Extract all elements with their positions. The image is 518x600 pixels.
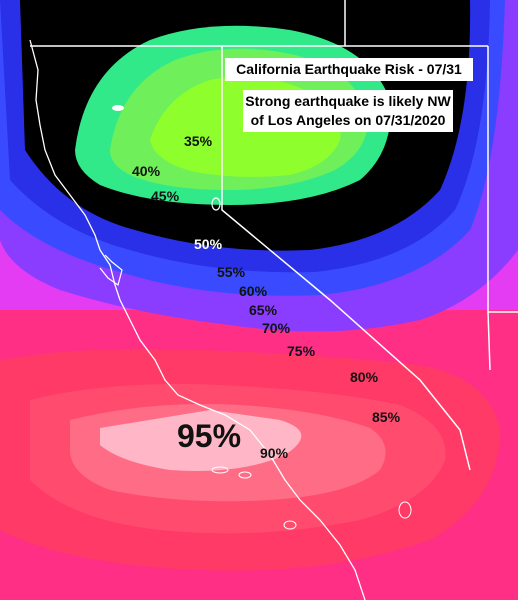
contour-label-50: 50%: [194, 236, 223, 252]
island-2: [238, 471, 252, 479]
contour-label-70: 70%: [262, 320, 291, 336]
contour-label-55: 55%: [217, 264, 246, 280]
map-subtitle: Strong earthquake is likely NW of Los An…: [243, 90, 453, 132]
coastline: [29, 39, 366, 600]
island-1: [211, 466, 229, 474]
state-border-az2: [487, 311, 491, 371]
contour-label-85: 85%: [372, 409, 401, 425]
subtitle-line-1: Strong earthquake is likely NW: [245, 93, 451, 109]
bay-outline: [99, 254, 123, 286]
contour-peak: [100, 410, 302, 471]
contour-label-75: 75%: [287, 343, 316, 359]
contour-label-65: 65%: [249, 302, 278, 318]
lake-north: [112, 105, 124, 111]
island-4: [398, 501, 412, 519]
contour-label-35: 35%: [184, 133, 213, 149]
contour-label-40: 40%: [132, 163, 161, 179]
subtitle-line-2: of Los Angeles on 07/31/2020: [250, 112, 446, 128]
contour-label-95: 95%: [177, 418, 242, 454]
island-3: [283, 520, 297, 530]
contour-label-45: 45%: [151, 188, 180, 204]
lake-tahoe: [211, 197, 221, 211]
map-title: California Earthquake Risk - 07/31: [225, 58, 473, 81]
contour-label-80: 80%: [350, 369, 379, 385]
state-border-diagonal: [221, 46, 471, 471]
contour-label-90: 90%: [260, 445, 289, 461]
contour-label-60: 60%: [239, 283, 268, 299]
